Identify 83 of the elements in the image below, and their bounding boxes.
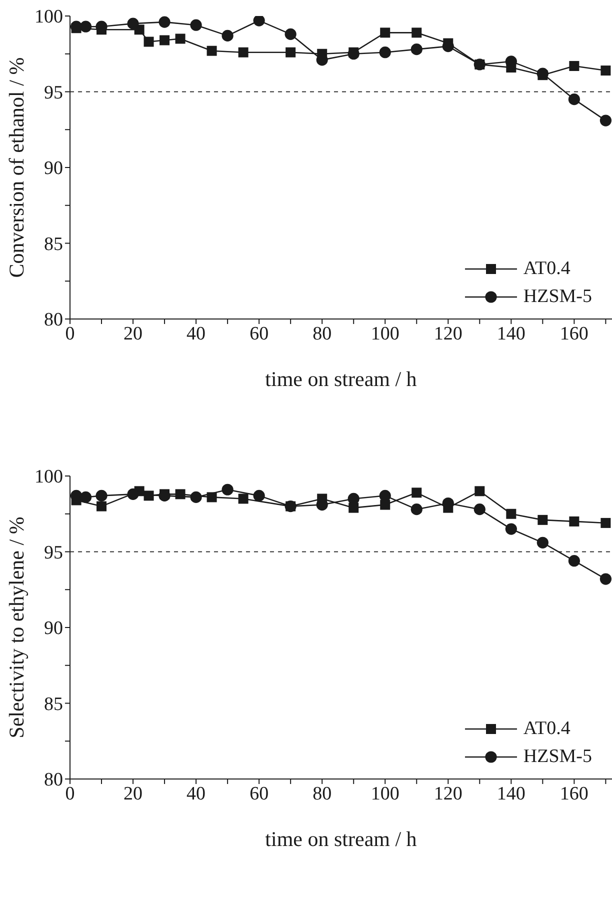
point xyxy=(380,500,390,510)
x-tick-label: 160 xyxy=(560,323,588,344)
point xyxy=(222,30,234,42)
point xyxy=(412,28,422,38)
legend-label: AT0.4 xyxy=(523,258,570,280)
point xyxy=(127,18,139,30)
point xyxy=(568,555,580,567)
point xyxy=(505,523,517,535)
x-axis-title: time on stream / h xyxy=(265,827,418,851)
point xyxy=(127,488,139,500)
legend-label: HZSM-5 xyxy=(523,746,592,768)
point xyxy=(474,486,485,496)
point xyxy=(506,508,516,519)
point xyxy=(80,20,92,32)
point xyxy=(158,16,170,28)
y-tick-label: 80 xyxy=(44,770,63,791)
x-tick-label: 140 xyxy=(496,783,526,804)
x-tick-label: 0 xyxy=(65,323,75,344)
point xyxy=(175,489,186,500)
point xyxy=(600,518,611,528)
point xyxy=(569,60,580,71)
x-tick-label: 80 xyxy=(312,323,332,344)
point xyxy=(253,16,265,26)
y-axis-title: Conversion of ethanol / % xyxy=(4,57,28,278)
x-tick-label: 40 xyxy=(186,783,206,804)
point xyxy=(206,46,217,56)
point xyxy=(238,494,248,504)
point xyxy=(600,114,612,126)
point xyxy=(253,490,265,502)
legend-label: HZSM-5 xyxy=(523,286,592,308)
x-tick-label: 20 xyxy=(124,783,143,804)
point xyxy=(380,28,390,38)
point xyxy=(206,492,217,502)
x-tick-label: 120 xyxy=(434,783,462,804)
x-tick-label: 120 xyxy=(434,323,462,344)
point xyxy=(144,36,154,47)
point xyxy=(410,44,422,56)
point xyxy=(600,573,612,585)
x-tick-label: 100 xyxy=(370,323,400,344)
point xyxy=(96,490,108,502)
x-tick-label: 20 xyxy=(124,323,143,344)
point xyxy=(568,94,580,106)
point xyxy=(144,490,154,501)
y-tick-label: 100 xyxy=(34,6,63,28)
x-tick-label: 100 xyxy=(370,783,400,804)
point xyxy=(569,516,580,526)
x-tick-label: 80 xyxy=(312,783,332,804)
point xyxy=(286,47,296,58)
x-axis-title: time on stream / h xyxy=(265,367,418,391)
y-tick-label: 85 xyxy=(44,234,63,255)
point xyxy=(538,514,548,525)
point xyxy=(160,35,170,46)
point xyxy=(222,484,234,496)
point xyxy=(80,491,92,504)
y-tick-label: 90 xyxy=(44,618,63,640)
point xyxy=(410,504,422,516)
y-tick-label: 95 xyxy=(44,542,63,564)
point xyxy=(412,488,422,498)
point xyxy=(474,504,486,516)
point xyxy=(600,66,611,76)
x-tick-label: 140 xyxy=(496,323,526,344)
y-axis-title: Selectivity to ethylene / % xyxy=(4,516,28,738)
point xyxy=(190,19,202,31)
x-tick-label: 160 xyxy=(560,783,588,804)
point xyxy=(284,28,296,40)
point xyxy=(175,34,186,44)
y-tick-label: 90 xyxy=(44,158,63,180)
x-tick-label: 0 xyxy=(65,783,75,804)
x-tick-label: 60 xyxy=(250,783,269,804)
point xyxy=(379,46,391,58)
point xyxy=(190,491,202,504)
x-tick-label: 60 xyxy=(250,323,269,344)
point xyxy=(379,490,391,502)
y-tick-label: 85 xyxy=(44,694,63,715)
x-tick-label: 40 xyxy=(186,323,206,344)
legend-label: AT0.4 xyxy=(523,718,570,740)
point xyxy=(348,502,359,513)
point xyxy=(238,47,248,58)
y-tick-label: 95 xyxy=(44,82,63,104)
y-tick-label: 100 xyxy=(34,466,63,488)
y-tick-label: 80 xyxy=(44,310,63,331)
point xyxy=(96,501,107,512)
point xyxy=(536,536,548,548)
